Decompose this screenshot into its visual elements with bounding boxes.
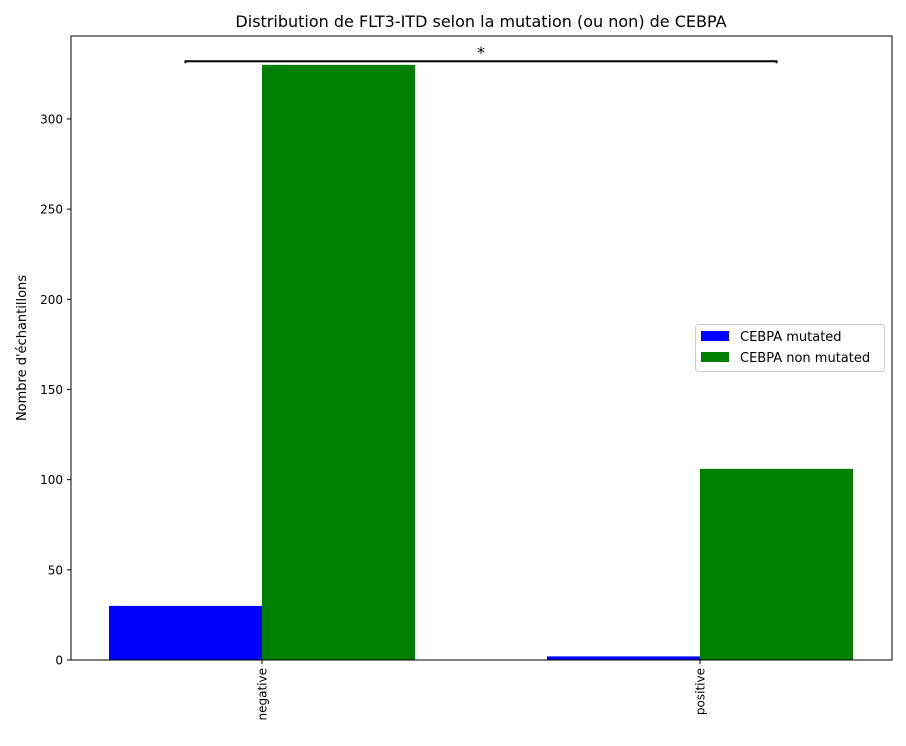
bar-mutated-positive [547,656,700,660]
legend-label-mutated: CEBPA mutated [740,330,842,345]
y-tick-label: 150 [40,383,63,397]
annotations: * [184,43,778,64]
chart-title: Distribution de FLT3-ITD selon la mutati… [235,12,726,31]
significance-star: * [477,43,485,62]
legend-swatch-mutated [701,331,729,341]
significance-bracket [184,60,778,64]
x-tick-label: positive [694,668,708,715]
legend-swatch-non-mutated [701,352,729,362]
bar-mutated-negative [109,605,262,660]
bar-non-mutated-negative [262,64,415,661]
plot-frame [70,35,893,661]
legend-box [695,324,885,372]
x-axis: negative positive [256,660,708,720]
y-tick-label: 300 [40,112,63,126]
y-axis-label: Nombre d'échantillons [15,275,30,421]
y-tick-label: 200 [40,293,63,307]
y-tick-label: 250 [40,203,63,217]
y-tick-label: 50 [48,563,63,577]
y-tick-label: 0 [55,654,63,668]
x-tick-label: negative [256,668,270,720]
legend-label-non-mutated: CEBPA non mutated [740,351,870,366]
bar-non-mutated-positive [700,468,853,660]
legend: CEBPA mutated CEBPA non mutated [695,324,885,372]
bars [109,64,853,661]
y-tick-label: 100 [40,473,63,487]
y-axis: 0 50 100 150 200 250 300 [40,112,71,668]
